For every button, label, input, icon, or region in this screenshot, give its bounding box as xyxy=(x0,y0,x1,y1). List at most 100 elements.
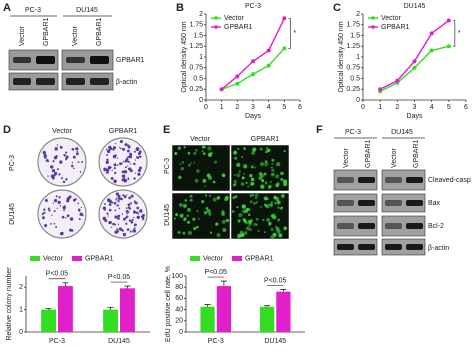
point xyxy=(446,18,451,23)
point xyxy=(282,16,287,21)
y-tick-label: 2 xyxy=(356,11,360,18)
cell-dot xyxy=(181,161,185,164)
colony-dot xyxy=(121,162,124,164)
cell-dot xyxy=(213,160,218,164)
cell-dot xyxy=(209,231,213,234)
colony-dot xyxy=(64,205,66,207)
colony-dot xyxy=(53,222,56,225)
cell-dot xyxy=(271,168,275,172)
cell-dot xyxy=(275,174,280,179)
cell-dot xyxy=(250,165,254,169)
bar xyxy=(200,306,215,332)
column-label: GPBAR1 xyxy=(109,128,138,135)
colony-dot xyxy=(127,178,130,181)
colony-dot xyxy=(76,151,79,153)
error-bar xyxy=(280,289,287,292)
cell-dot xyxy=(184,199,188,202)
x-tick-label: 6 xyxy=(464,104,468,111)
panel-letter: D xyxy=(3,124,11,136)
y-tick-label: 0 xyxy=(199,97,203,104)
colony-dot xyxy=(113,166,116,170)
cell-dot xyxy=(216,196,221,200)
cell-dot xyxy=(249,228,252,232)
colony-dot xyxy=(119,139,124,144)
colony-dot xyxy=(114,143,117,145)
colony-dot xyxy=(43,208,46,211)
colony-dot xyxy=(59,232,64,236)
colony-dot xyxy=(116,198,118,200)
colony-dot xyxy=(133,200,136,202)
colony-dot xyxy=(115,192,119,196)
cell-dot xyxy=(202,145,206,149)
row-label: GPBAR1 xyxy=(116,57,145,64)
colony-dot xyxy=(125,210,129,214)
lane-label: GPBAR1 xyxy=(365,139,372,168)
cell-dot xyxy=(241,176,245,180)
y-tick-label: 0.25 xyxy=(189,86,203,93)
colony-dot xyxy=(54,147,58,151)
y-tick-label: 60 xyxy=(175,295,183,302)
row-label: PC-3 xyxy=(164,158,171,174)
colony-dot xyxy=(107,215,109,217)
colony-dot xyxy=(120,147,122,150)
colony-dot xyxy=(117,194,121,198)
colony-dot xyxy=(126,149,130,153)
band xyxy=(406,223,423,229)
blot-box xyxy=(8,72,59,91)
cell-dot xyxy=(189,194,193,198)
x-tick-label: DU145 xyxy=(108,338,130,345)
cell-dot xyxy=(260,184,265,189)
cell-dot xyxy=(212,180,216,184)
cell-dot xyxy=(265,147,269,150)
cell-dot xyxy=(243,172,246,175)
colony-dot xyxy=(129,230,132,233)
cell-dot xyxy=(263,231,266,233)
band xyxy=(406,177,423,183)
cell-dot xyxy=(216,233,221,238)
cell-dot xyxy=(236,206,239,209)
cell-dot xyxy=(205,194,208,197)
x-axis-label: Days xyxy=(245,113,261,120)
cell-dot xyxy=(251,150,256,155)
bar xyxy=(276,291,291,332)
cell-dot xyxy=(268,221,272,226)
colony-dot xyxy=(47,175,49,177)
cell-dot xyxy=(251,193,255,197)
point xyxy=(219,87,224,92)
colony-dot xyxy=(65,155,69,159)
colony-dot xyxy=(139,209,143,213)
point xyxy=(251,59,255,64)
colony-dot xyxy=(117,223,120,225)
colony-dot xyxy=(122,147,126,151)
colony-dot xyxy=(109,147,111,150)
band xyxy=(13,78,31,85)
cell-dot xyxy=(248,213,251,217)
band xyxy=(406,244,423,250)
colony-dot xyxy=(76,152,79,156)
cell-dot xyxy=(257,229,260,232)
plate xyxy=(98,137,148,187)
colony-dot xyxy=(42,150,46,155)
x-tick-label: 5 xyxy=(282,104,286,111)
x-tick-label: 3 xyxy=(251,104,255,111)
cell-dot xyxy=(271,166,273,169)
cell-dot xyxy=(272,173,275,176)
edu-images: Vector GPBAR1 PC-3 DU145 xyxy=(164,136,290,240)
colony-dot xyxy=(126,215,129,218)
cell-dot xyxy=(255,202,258,205)
y-tick-label: 1.5 xyxy=(350,32,360,39)
colony-dot xyxy=(130,202,133,205)
annotation: P<0.05 xyxy=(46,271,68,278)
colony-dot xyxy=(55,195,58,198)
colony-dot xyxy=(133,223,137,227)
colony-dot xyxy=(71,147,75,151)
colony-dot xyxy=(110,166,112,169)
cell-dot xyxy=(177,231,181,234)
colony-dot xyxy=(121,229,124,232)
cell-dot xyxy=(264,150,268,154)
colony-dot xyxy=(106,212,109,215)
column-label: Vector xyxy=(52,128,73,135)
cell-dot xyxy=(175,213,178,217)
cell-dot xyxy=(212,197,217,202)
band xyxy=(337,223,354,229)
